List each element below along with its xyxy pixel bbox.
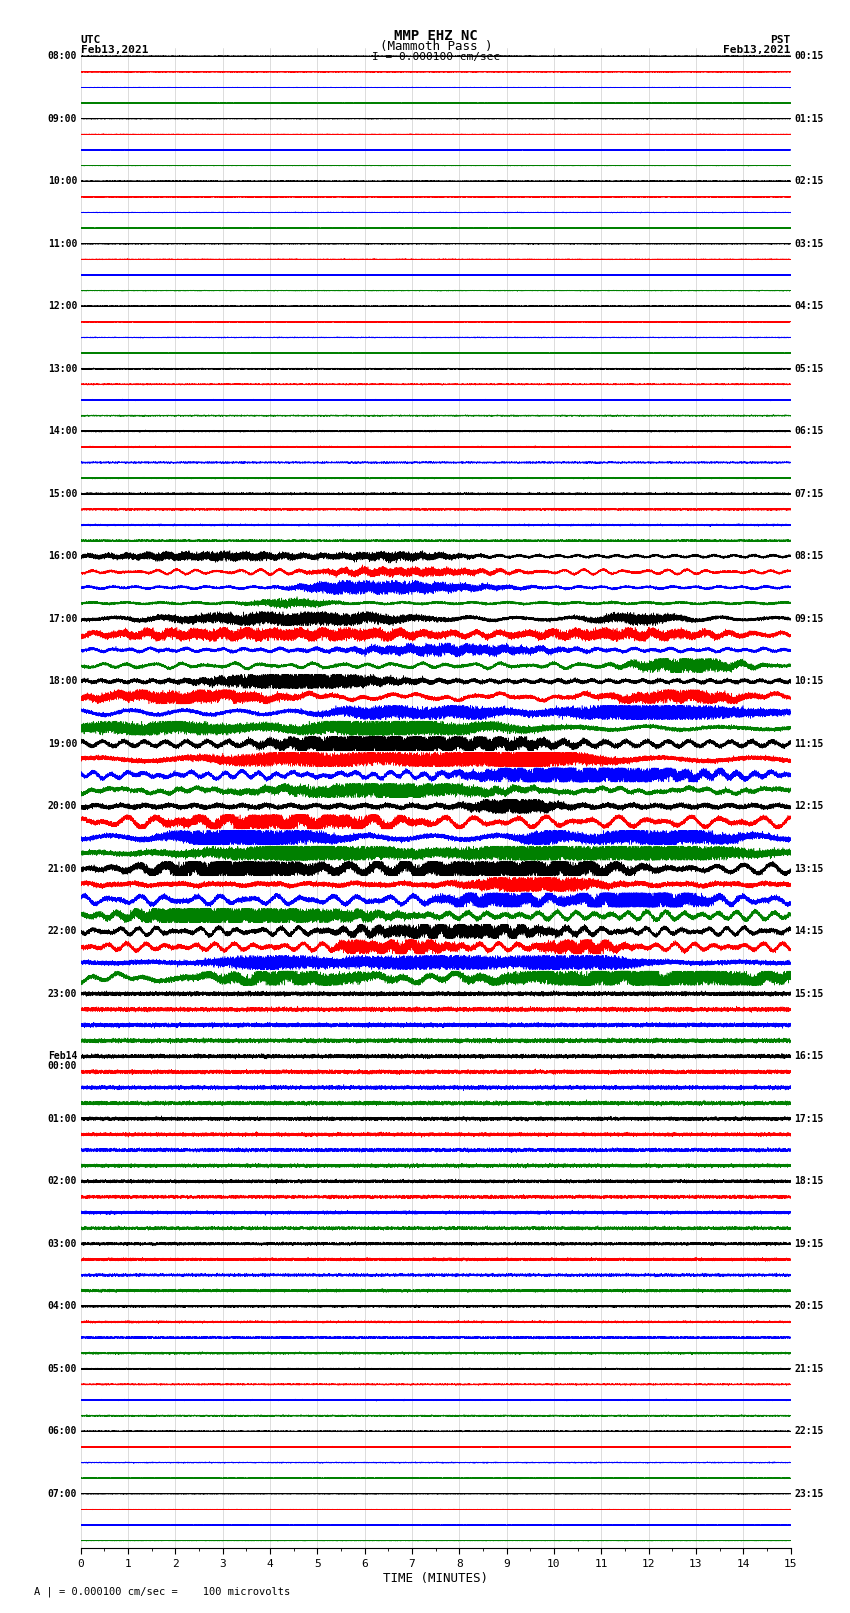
Text: 22:15: 22:15 — [794, 1426, 824, 1436]
Text: 10:15: 10:15 — [794, 676, 824, 686]
X-axis label: TIME (MINUTES): TIME (MINUTES) — [383, 1571, 488, 1584]
Text: 19:15: 19:15 — [794, 1239, 824, 1248]
Text: 05:15: 05:15 — [794, 363, 824, 374]
Text: 06:00: 06:00 — [48, 1426, 77, 1436]
Text: 14:00: 14:00 — [48, 426, 77, 436]
Text: 07:15: 07:15 — [794, 489, 824, 498]
Text: 17:15: 17:15 — [794, 1113, 824, 1124]
Text: 08:00: 08:00 — [48, 52, 77, 61]
Text: 02:15: 02:15 — [794, 176, 824, 185]
Text: 12:15: 12:15 — [794, 802, 824, 811]
Text: Feb13,2021: Feb13,2021 — [723, 45, 791, 55]
Text: 09:15: 09:15 — [794, 613, 824, 624]
Text: I = 0.000100 cm/sec: I = 0.000100 cm/sec — [372, 52, 500, 61]
Text: 17:00: 17:00 — [48, 613, 77, 624]
Text: 04:00: 04:00 — [48, 1302, 77, 1311]
Text: 22:00: 22:00 — [48, 926, 77, 936]
Text: 16:15: 16:15 — [794, 1052, 824, 1061]
Text: 15:00: 15:00 — [48, 489, 77, 498]
Text: UTC: UTC — [81, 35, 101, 45]
Text: 02:00: 02:00 — [48, 1176, 77, 1186]
Text: 21:00: 21:00 — [48, 863, 77, 874]
Text: A | = 0.000100 cm/sec =    100 microvolts: A | = 0.000100 cm/sec = 100 microvolts — [34, 1586, 290, 1597]
Text: 00:00: 00:00 — [48, 1061, 77, 1071]
Text: 23:00: 23:00 — [48, 989, 77, 998]
Text: 19:00: 19:00 — [48, 739, 77, 748]
Text: 14:15: 14:15 — [794, 926, 824, 936]
Text: 23:15: 23:15 — [794, 1489, 824, 1498]
Text: 12:00: 12:00 — [48, 302, 77, 311]
Text: 05:00: 05:00 — [48, 1363, 77, 1374]
Text: 18:15: 18:15 — [794, 1176, 824, 1186]
Text: 15:15: 15:15 — [794, 989, 824, 998]
Text: 18:00: 18:00 — [48, 676, 77, 686]
Text: 11:00: 11:00 — [48, 239, 77, 248]
Text: Feb14: Feb14 — [48, 1052, 77, 1061]
Text: 11:15: 11:15 — [794, 739, 824, 748]
Text: 16:00: 16:00 — [48, 552, 77, 561]
Text: MMP EHZ NC: MMP EHZ NC — [394, 29, 478, 44]
Text: 00:15: 00:15 — [794, 52, 824, 61]
Text: 06:15: 06:15 — [794, 426, 824, 436]
Text: 01:15: 01:15 — [794, 113, 824, 124]
Text: 09:00: 09:00 — [48, 113, 77, 124]
Text: 08:15: 08:15 — [794, 552, 824, 561]
Text: 10:00: 10:00 — [48, 176, 77, 185]
Text: 01:00: 01:00 — [48, 1113, 77, 1124]
Text: 07:00: 07:00 — [48, 1489, 77, 1498]
Text: 03:15: 03:15 — [794, 239, 824, 248]
Text: 20:00: 20:00 — [48, 802, 77, 811]
Text: 21:15: 21:15 — [794, 1363, 824, 1374]
Text: 13:15: 13:15 — [794, 863, 824, 874]
Text: 03:00: 03:00 — [48, 1239, 77, 1248]
Text: (Mammoth Pass ): (Mammoth Pass ) — [380, 40, 492, 53]
Text: 04:15: 04:15 — [794, 302, 824, 311]
Text: Feb13,2021: Feb13,2021 — [81, 45, 148, 55]
Text: 20:15: 20:15 — [794, 1302, 824, 1311]
Text: 13:00: 13:00 — [48, 363, 77, 374]
Text: PST: PST — [770, 35, 790, 45]
